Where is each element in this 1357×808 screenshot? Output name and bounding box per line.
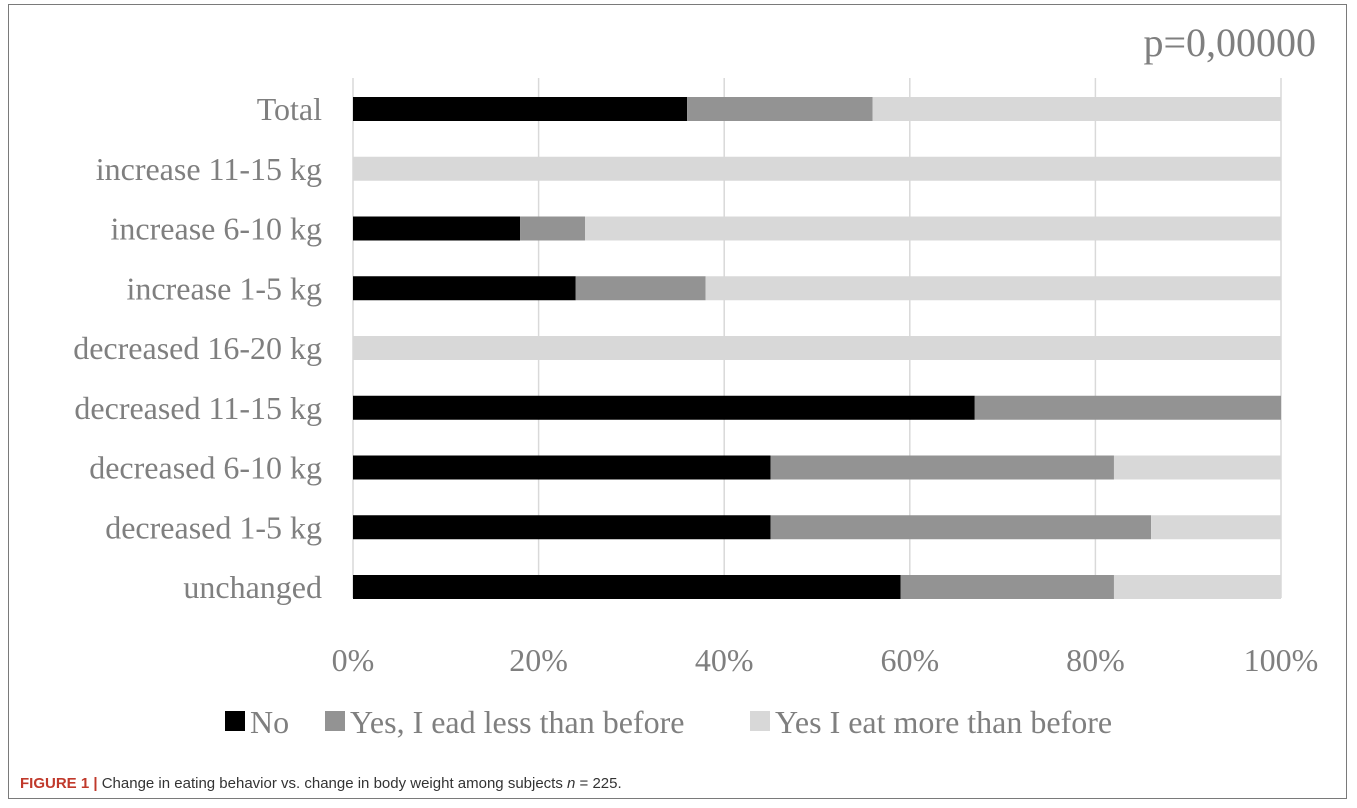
category-label-8: unchanged — [183, 569, 322, 605]
caption-label: FIGURE 1 | — [20, 775, 98, 792]
x-tick-labels: 0% 20% 40% 60% 80% 100% — [332, 642, 1319, 678]
bar-segment-8-1 — [900, 575, 1114, 599]
category-label-5: decreased 11-15 kg — [74, 390, 322, 426]
figure-caption: FIGURE 1 | Change in eating behavior vs.… — [20, 775, 622, 792]
bar-segment-2-0 — [353, 216, 521, 241]
x-tick-label-1: 20% — [509, 642, 568, 678]
legend-label-1: Yes, I ead less than before — [350, 704, 684, 740]
chart-frame — [8, 4, 1347, 799]
category-label-2: increase 6-10 kg — [111, 211, 322, 247]
bar-segment-8-0 — [353, 575, 901, 599]
bar-segment-7-1 — [770, 515, 1152, 540]
category-label-1: increase 11-15 kg — [96, 151, 322, 187]
legend: No Yes, I ead less than before Yes I eat m… — [225, 704, 1112, 740]
bar-segment-3-2 — [705, 276, 1281, 301]
legend-swatch-1 — [325, 711, 345, 731]
legend-label-2: Yes I eat more than before — [775, 704, 1112, 740]
category-label-0: Total — [257, 91, 322, 127]
caption-text: Change in eating behavior vs. change in … — [97, 775, 568, 792]
category-label-7: decreased 1-5 kg — [105, 509, 322, 545]
bar-segment-3-1 — [575, 276, 706, 301]
legend-swatch-2 — [750, 711, 770, 731]
bar-segment-0-0 — [353, 97, 688, 121]
bar-segment-0-2 — [872, 97, 1281, 121]
category-label-6: decreased 6-10 kg — [89, 450, 322, 486]
bar-segment-8-2 — [1113, 575, 1281, 599]
category-labels: Total increase 11-15 kg increase 6-10 kg in… — [73, 91, 322, 605]
x-tick-label-2: 40% — [695, 642, 754, 678]
bar-segment-7-2 — [1151, 515, 1281, 540]
bar-segment-6-0 — [353, 455, 771, 480]
bar-segment-1-2 — [353, 156, 1281, 181]
bar-segment-0-1 — [687, 97, 873, 121]
legend-label-0: No — [250, 704, 289, 740]
p-value-annotation: p=0,00000 — [1143, 20, 1316, 65]
x-tick-label-5: 100% — [1244, 642, 1319, 678]
bar-segment-2-1 — [520, 216, 585, 241]
x-tick-label-0: 0% — [332, 642, 375, 678]
bar-segment-7-0 — [353, 515, 771, 540]
bar-segment-6-2 — [1113, 455, 1281, 480]
bar-segment-5-1 — [974, 395, 1281, 420]
bar-segment-3-0 — [353, 276, 576, 301]
bar-segment-4-2 — [353, 336, 1281, 360]
category-label-4: decreased 16-20 kg — [73, 330, 322, 366]
x-tick-label-4: 80% — [1066, 642, 1125, 678]
bar-segment-6-1 — [770, 455, 1114, 480]
bars — [353, 97, 1281, 599]
x-tick-label-3: 60% — [880, 642, 939, 678]
legend-swatch-0 — [225, 711, 245, 731]
caption-n-symbol: n — [567, 775, 576, 792]
bar-segment-5-0 — [353, 395, 975, 420]
category-label-3: increase 1-5 kg — [127, 270, 322, 306]
bar-segment-2-2 — [585, 216, 1281, 241]
caption-n-value: = 225. — [575, 775, 622, 792]
